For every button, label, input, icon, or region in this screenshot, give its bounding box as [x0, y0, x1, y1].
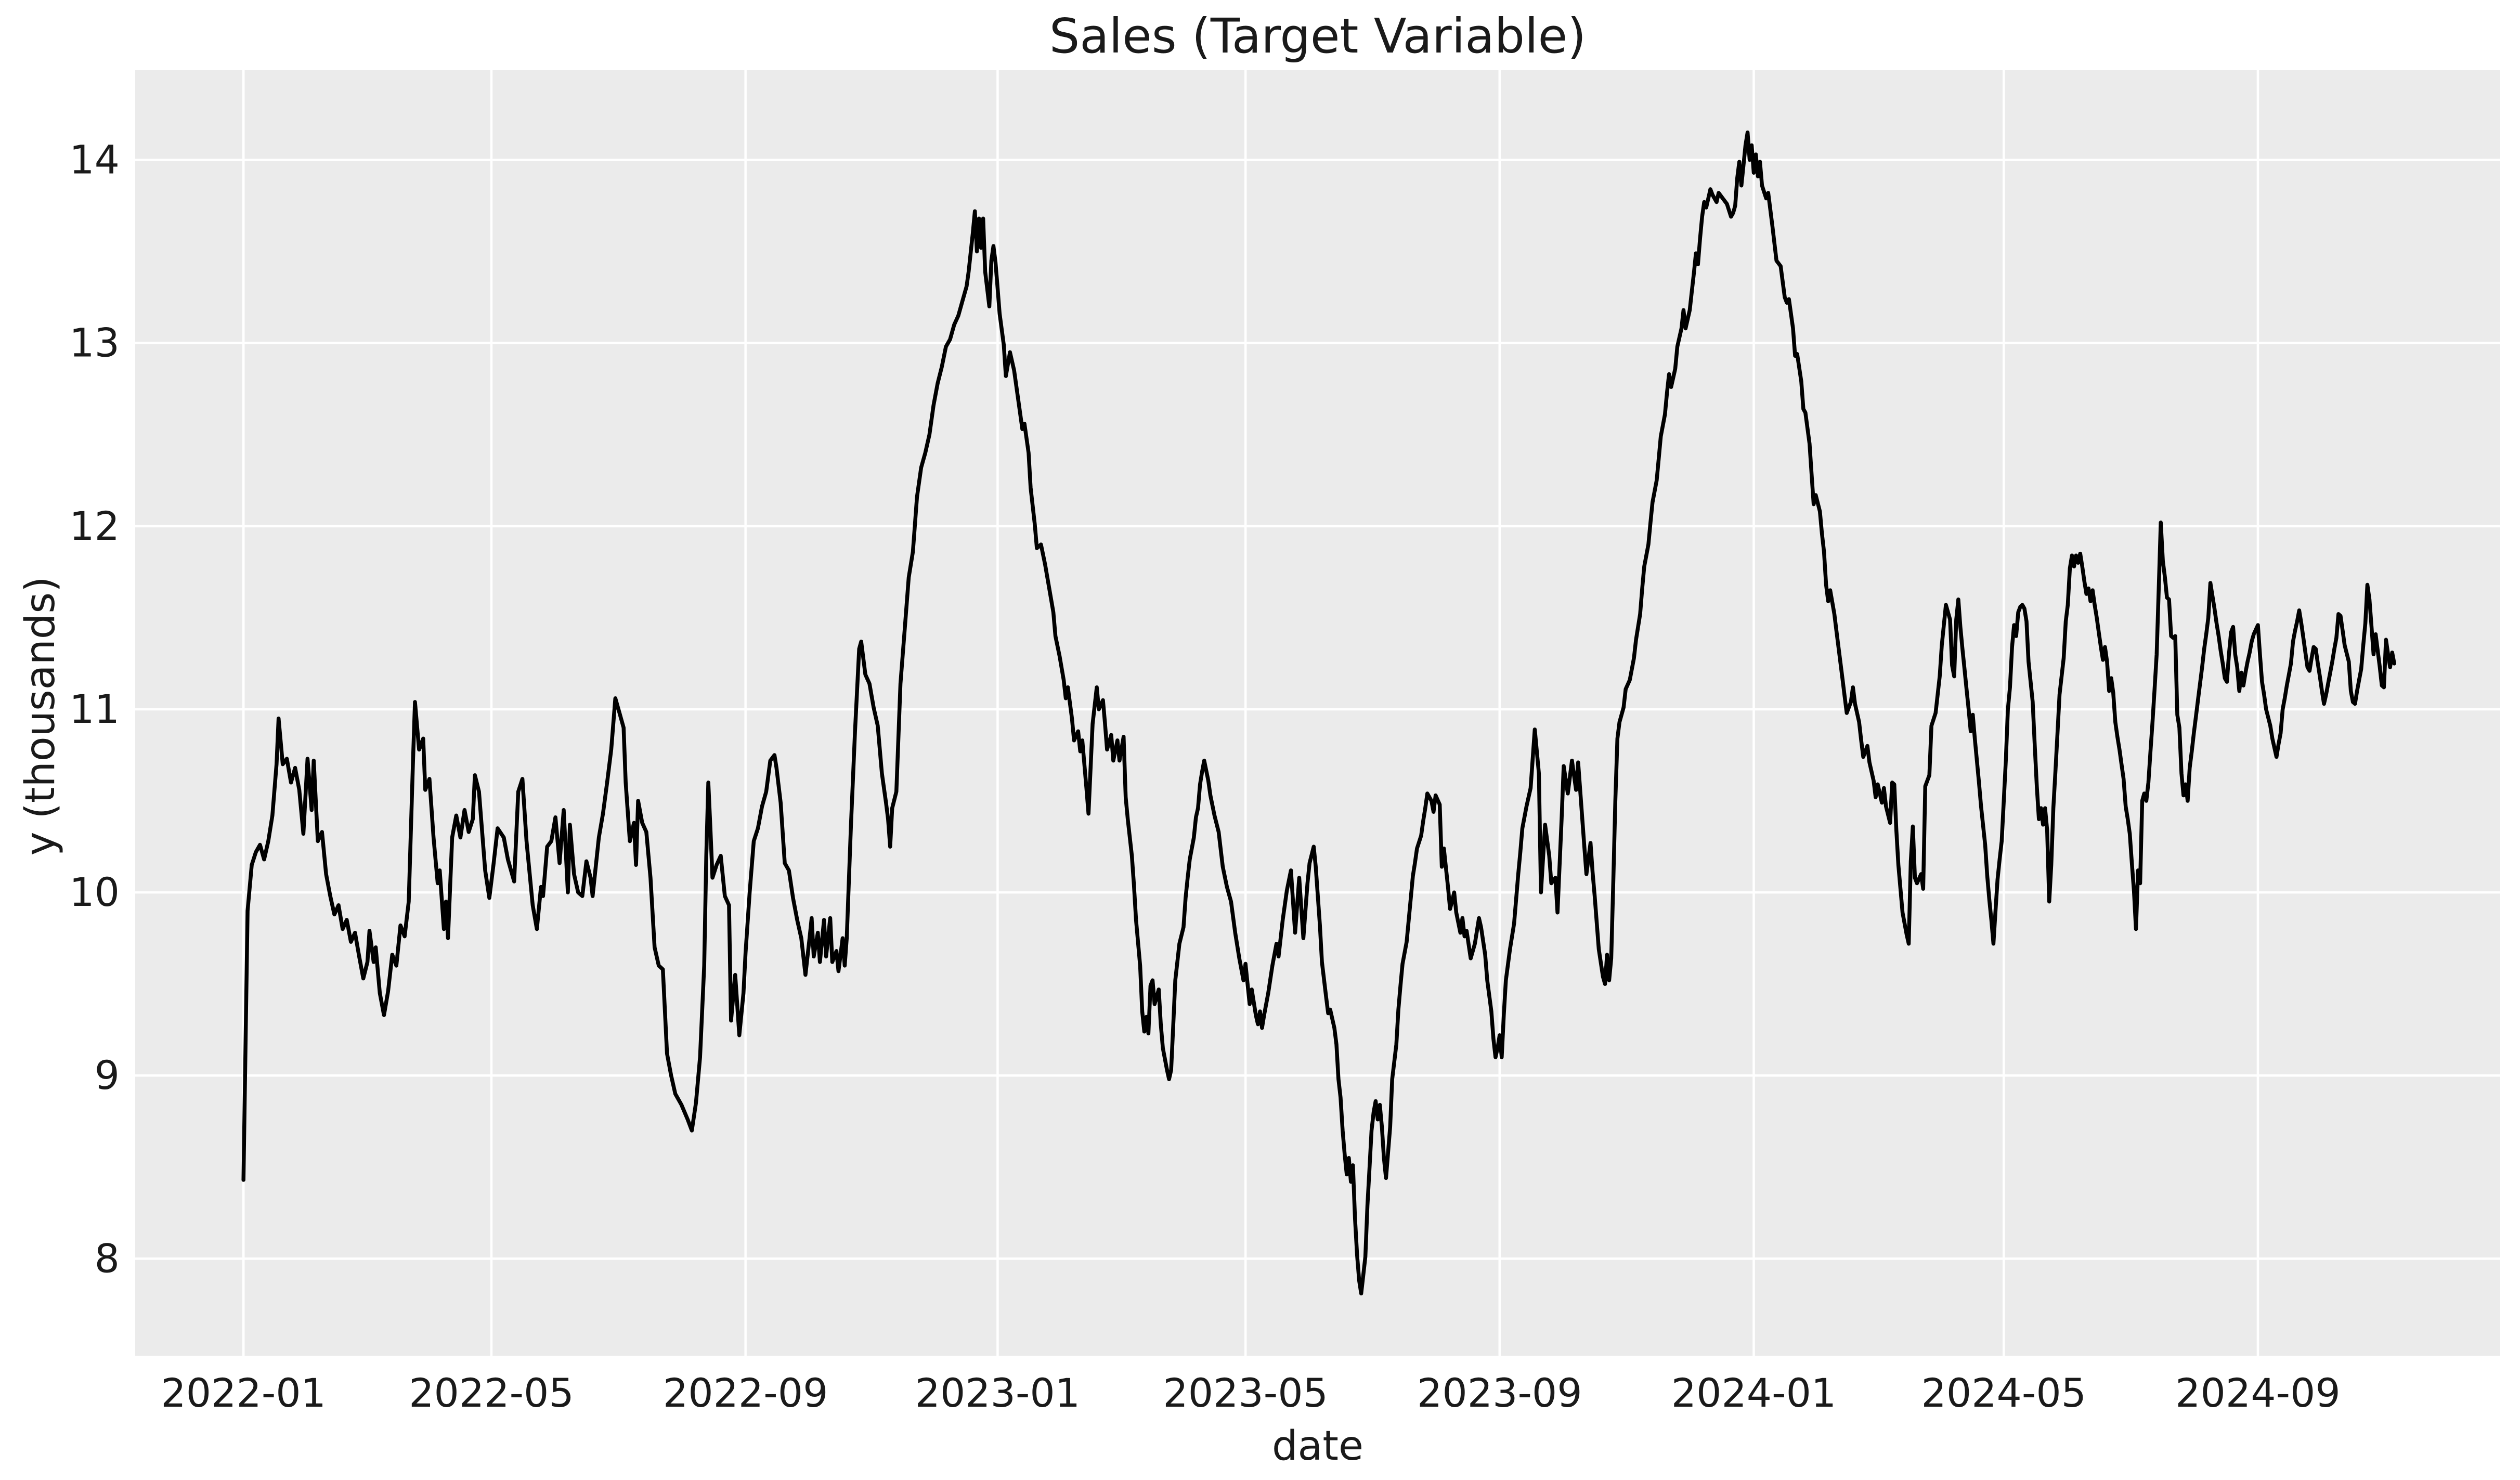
y-tick-label: 9	[95, 1052, 120, 1098]
chart-title: Sales (Target Variable)	[1049, 8, 1587, 64]
x-tick-label: 2022-01	[161, 1370, 326, 1416]
y-tick-label: 13	[69, 320, 120, 366]
x-tick-label: 2022-05	[409, 1370, 574, 1416]
x-tick-label: 2023-05	[1163, 1370, 1328, 1416]
x-tick-label: 2024-05	[1921, 1370, 2086, 1416]
x-axis-label: date	[1272, 1423, 1363, 1470]
x-tick-label: 2024-09	[2175, 1370, 2341, 1416]
x-tick-label: 2023-01	[915, 1370, 1081, 1416]
x-tick-label: 2023-09	[1417, 1370, 1582, 1416]
y-tick-label: 12	[69, 503, 120, 549]
y-axis-label: y (thousands)	[17, 576, 64, 856]
x-tick-label: 2022-09	[663, 1370, 828, 1416]
plot-background	[135, 70, 2500, 1356]
y-tick-label: 14	[69, 137, 120, 183]
y-tick-label: 11	[69, 686, 120, 732]
y-tick-label: 8	[95, 1235, 120, 1281]
series-line-y	[241, 130, 2396, 1296]
x-tick-label: 2024-01	[1671, 1370, 1837, 1416]
y-tick-label: 10	[69, 869, 120, 915]
